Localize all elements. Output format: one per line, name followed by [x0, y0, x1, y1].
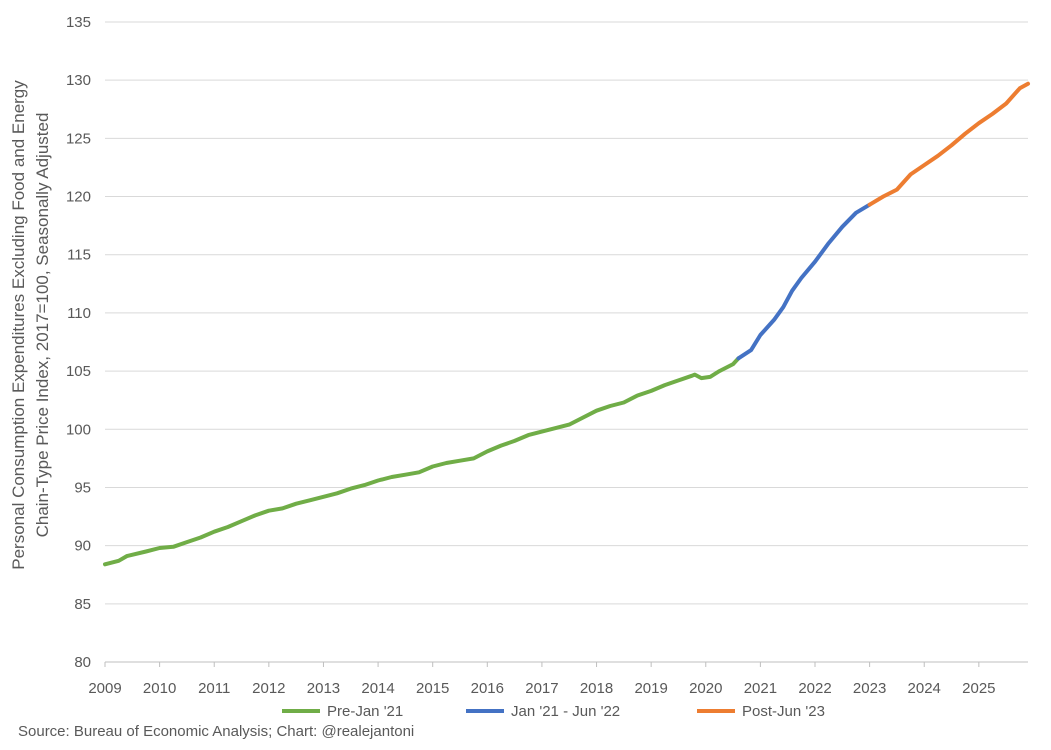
x-tick-label: 2025: [962, 680, 995, 697]
y-tick-label: 135: [66, 14, 91, 31]
y-tick-label: 125: [66, 130, 91, 147]
x-tick-label: 2012: [252, 680, 285, 697]
x-tick-label: 2010: [143, 680, 176, 697]
x-axis-ticks: 2009 2010 2011 2012 2013 2014 2015 2016 2017 2018…: [88, 662, 996, 697]
x-tick-label: 2019: [634, 680, 667, 697]
legend-item-1: Pre-Jan '21: [282, 703, 403, 720]
series-line-1: [103, 356, 741, 567]
y-tick-label: 90: [74, 538, 91, 555]
x-tick-label: 2020: [689, 680, 722, 697]
x-tick-label: 2024: [908, 680, 941, 697]
y-tick-label: 110: [67, 305, 91, 322]
x-tick-label: 2009: [88, 680, 121, 697]
source-note: Source: Bureau of Economic Analysis; Cha…: [18, 723, 415, 740]
x-tick-label: 2022: [798, 680, 831, 697]
x-tick-label: 2017: [525, 680, 558, 697]
legend-item-3: Post-Jun '23: [697, 703, 825, 720]
y-axis-title-line1: Personal Consumption Expenditures Exclud…: [9, 80, 28, 570]
y-tick-label: 105: [66, 363, 91, 380]
x-tick-label: 2018: [580, 680, 613, 697]
y-tick-label: 100: [66, 421, 91, 438]
x-tick-label: 2015: [416, 680, 449, 697]
legend-label: Jan '21 - Jun '22: [511, 703, 620, 720]
y-tick-label: 115: [67, 247, 91, 264]
series-line-2: [736, 202, 872, 361]
legend-label: Pre-Jan '21: [327, 703, 403, 720]
y-tick-label: 130: [66, 72, 91, 89]
y-tick-label: 85: [74, 596, 91, 613]
x-tick-label: 2021: [744, 680, 777, 697]
y-tick-label: 95: [74, 479, 91, 496]
x-tick-label: 2011: [198, 680, 230, 697]
legend: Pre-Jan '21 Jan '21 - Jun '22 Post-Jun '23: [282, 703, 825, 720]
y-axis-title-line2: Chain-Type Price Index, 2017=100, Season…: [33, 113, 52, 538]
series-line-3: [867, 81, 1030, 207]
y-tick-label: 80: [74, 654, 91, 671]
y-axis-ticks: 80 85 90 95 100 105 110 115 120 125 130 135: [66, 14, 91, 671]
x-tick-label: 2013: [307, 680, 340, 697]
y-tick-label: 120: [66, 189, 91, 206]
x-tick-label: 2023: [853, 680, 886, 697]
gridlines: [105, 21, 1028, 663]
legend-label: Post-Jun '23: [742, 703, 825, 720]
x-tick-label: 2016: [471, 680, 504, 697]
x-tick-label: 2014: [361, 680, 394, 697]
series-lines: [103, 81, 1030, 567]
legend-item-2: Jan '21 - Jun '22: [466, 703, 620, 720]
y-axis-title: Personal Consumption Expenditures Exclud…: [9, 80, 52, 570]
